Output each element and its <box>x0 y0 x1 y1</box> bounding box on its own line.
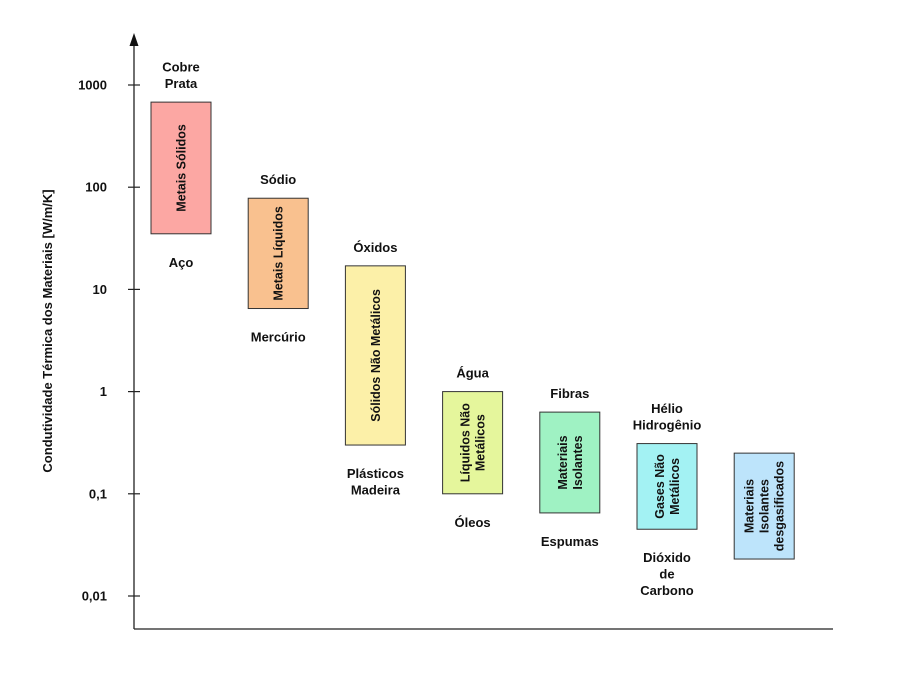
range-bar <box>247 197 309 310</box>
range-bottom-annotation: de <box>659 567 674 582</box>
range-top-annotation: Cobre <box>162 60 200 75</box>
range-bottom-annotation: Madeira <box>351 483 401 498</box>
range-bar <box>150 101 212 235</box>
y-axis-label: Condutividade Térmica dos Materiais [W/m… <box>40 189 55 472</box>
range-top-annotation: Óxidos <box>353 240 397 255</box>
range-bottom-annotation: Espumas <box>541 534 599 549</box>
range-bottom-annotation: Mercúrio <box>251 330 306 345</box>
range-bar-label: Gases Não <box>653 454 667 519</box>
range-bar-label: Metais Sólidos <box>175 124 189 212</box>
range-bar-label: Isolantes <box>571 435 585 489</box>
range-bottom-annotation: Dióxido <box>643 550 691 565</box>
y-tick-label: 0,01 <box>82 589 107 604</box>
range-bar-label: Sólidos Não Metálicos <box>369 289 383 422</box>
range-bar-label: Isolantes <box>758 479 772 533</box>
y-tick-label: 100 <box>85 180 107 195</box>
range-bar <box>733 452 795 560</box>
y-tick-label: 1000 <box>78 78 107 93</box>
range-4: Líquidos Não Metálicos Água Óleos <box>442 366 504 530</box>
range-2: Metais Líquidos Sódio Mercúrio <box>247 172 309 345</box>
range-bar-label: Materiais <box>743 479 757 533</box>
y-tick-label: 0,1 <box>89 486 107 501</box>
range-bar-label: Metálicos <box>474 414 488 471</box>
range-bottom-annotation: Óleos <box>455 515 491 530</box>
y-tick-label: 1 <box>100 384 107 399</box>
range-bottom-annotation: Plásticos <box>347 466 404 481</box>
range-bar-label: desgasificados <box>773 461 787 551</box>
range-bar-label: Metais Líquidos <box>272 206 286 300</box>
range-top-annotation: Sódio <box>260 172 296 187</box>
range-5: Materiais Isolantes Fibras Espumas <box>539 386 601 549</box>
range-bar <box>539 411 601 514</box>
range-bar-label: Líquidos Não <box>459 403 473 483</box>
y-axis-arrow-icon <box>129 33 139 46</box>
y-ticks: 1000 100 10 1 0,1 0,01 <box>78 78 140 604</box>
y-tick-label: 10 <box>93 282 107 297</box>
range-top-annotation: Hidrogênio <box>633 418 702 433</box>
range-top-annotation: Água <box>456 366 489 381</box>
range-bar-label: Materiais <box>556 435 570 489</box>
range-bar-label: Metálicos <box>668 458 682 515</box>
range-7: Materiais Isolantes desgasificados <box>733 452 795 560</box>
range-bottom-annotation: Carbono <box>640 583 694 598</box>
range-bar <box>442 391 504 495</box>
range-bottom-annotation: Aço <box>169 255 194 270</box>
range-top-annotation: Fibras <box>550 386 589 401</box>
range-bar <box>344 265 406 446</box>
range-top-annotation: Hélio <box>651 401 683 416</box>
range-6: Gases Não Metálicos Hélio Hidrogênio Dióxido… <box>633 401 702 598</box>
range-top-annotation: Prata <box>165 76 198 91</box>
range-bar <box>636 443 698 530</box>
range-3: Sólidos Não Metálicos Óxidos Plásticos Made… <box>344 240 406 498</box>
axes <box>129 33 833 630</box>
